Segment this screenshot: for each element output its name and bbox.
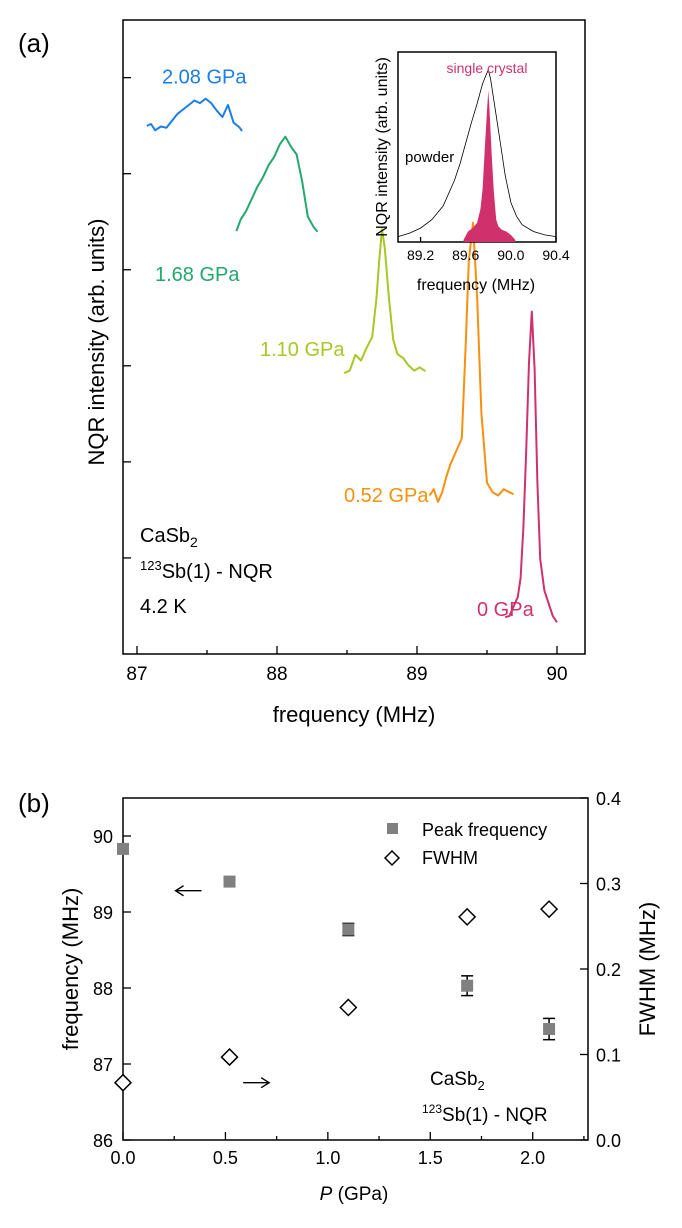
b-right-tick-label-0-3: 0.3 [596,875,621,895]
panel-a-temperature: 4.2 K [140,596,187,618]
x-tick-label-88: 88 [266,664,287,685]
spectrum-0-52-gpa [428,221,515,503]
b-x-tick-label-1-5: 1.5 [418,1148,443,1168]
fwhm-point [458,907,477,926]
panel-b-x-axis-label: P (GPa) [320,1184,389,1205]
panel-a-series-labels: 2.08 GPa 1.68 GPa 1.10 GPa 0.52 GPa 0 GPa [155,66,535,621]
peak-frequency-point [223,875,236,888]
series-label-0-52-gpa: 0.52 GPa [344,485,429,507]
b-x-tick-label-1-0: 1.0 [315,1148,340,1168]
inset-x-axis-label: frequency (MHz) [417,277,535,294]
b-left-tick-label-88: 88 [93,979,113,999]
peak-frequency-marker [543,1023,556,1036]
panel-b-frame [122,797,589,1141]
peak-frequency-point [543,1017,556,1041]
peak-frequency-marker [223,875,236,888]
fwhm-point [339,998,358,1017]
panel-b-right-y-axis-label: FWHM (MHz) [635,902,660,1036]
b-right-tick-label-0-1: 0.1 [596,1046,621,1066]
panel-b-right-y-ticks: 0.0 0.1 0.2 0.3 0.4 [580,789,621,1151]
arrow-head [260,1077,271,1089]
panel-a-isotope: 123Sb(1) - NQR [140,558,273,583]
panel-b-legend: Peak frequency FWHM [383,820,547,868]
series-label-0-gpa: 0 GPa [477,599,535,621]
legend-fwhm-label: FWHM [422,848,478,868]
panel-a-y-ticks [123,76,131,559]
b-left-tick-label-90: 90 [93,827,113,847]
panel-b-isotope: 123Sb(1) - NQR [422,1102,548,1126]
series-label-1-10-gpa: 1.10 GPa [260,339,345,361]
panel-a-y-axis-label: NQR intensity (arb. units) [84,219,109,466]
panel-a-label: (a) [18,28,50,58]
fwhm-point [113,1073,133,1092]
peak-frequency-point [342,922,355,937]
axis-arrow-right [243,1077,271,1089]
panel-a-frame [122,19,586,655]
spectrum-1-68-gpa [235,135,319,233]
panel-b-axis-arrows [174,885,271,1089]
inset-x-tick-label-90-0: 90.0 [497,247,524,263]
series-label-2-08-gpa: 2.08 GPa [162,66,247,88]
b-left-tick-label-86: 86 [93,1131,113,1151]
x-tick-label-87: 87 [126,664,147,685]
x-tick-label-90: 90 [546,664,567,685]
inset-x-tick-label-90-4: 90.4 [542,247,569,263]
legend-fwhm-marker [383,849,401,867]
panel-b-label: (b) [18,788,50,818]
axis-arrow-left [174,885,202,897]
panel-b-x-ticks: 0.0 0.5 1.0 1.5 2.0 [110,1132,585,1168]
panel-b-left-y-axis-label: frequency (MHz) [58,888,83,1051]
inset-powder-label: powder [405,149,454,166]
fwhm-point [220,1047,239,1067]
panel-b: (b) 0.0 0.5 1.0 1.5 2.0 86 87 88 89 90 0.0 0.1 0.2… [18,788,660,1205]
inset-frame [397,51,557,243]
b-x-tick-label-0-5: 0.5 [213,1148,238,1168]
panel-b-left-y-ticks: 86 87 88 89 90 [93,827,131,1151]
legend-peak-frequency-label: Peak frequency [422,820,547,840]
legend-peak-frequency-marker [387,823,398,834]
peak-frequency-marker [117,842,129,855]
panel-a-x-axis-label: frequency (MHz) [273,702,436,727]
x-tick-label-89: 89 [406,664,427,685]
panel-a-spectra [146,97,558,623]
b-x-tick-label-0-0: 0.0 [110,1148,135,1168]
arrow-head [174,885,184,897]
peak-frequency-point [117,842,129,855]
b-right-tick-label-0-4: 0.4 [596,789,621,809]
inset-single-crystal-fill [463,90,516,243]
b-right-tick-label-0-0: 0.0 [596,1131,621,1151]
peak-frequency-marker [461,979,474,992]
b-left-tick-label-89: 89 [93,903,113,923]
b-right-tick-label-0-2: 0.2 [596,960,621,980]
inset-single-crystal-label: single crystal [447,60,528,76]
panel-b-data-points [113,842,559,1092]
inset-x-tick-label-89-6: 89.6 [452,247,479,263]
inset: 89.2 89.6 90.0 90.4 single crystal powder f… [374,51,570,294]
fwhm-point [540,900,559,919]
peak-frequency-marker [342,923,355,936]
spectrum-1-10-gpa [343,228,426,375]
inset-powder-line [397,68,557,237]
inset-y-axis-label: NQR intensity (arb. units) [374,57,391,237]
series-label-1-68-gpa: 1.68 GPa [155,264,240,286]
inset-x-ticks: 89.2 89.6 90.0 90.4 [407,237,570,263]
panel-b-compound: CaSb2 [430,1069,485,1093]
b-left-tick-label-87: 87 [93,1055,113,1075]
panel-a: (a) 87 88 89 90 2.08 GPa 1.68 GPa 1.10 GPa 0.5… [18,19,586,727]
inset-x-tick-label-89-2: 89.2 [407,247,434,263]
panel-a-x-ticks: 87 88 89 90 [126,646,568,685]
peak-frequency-point [461,975,474,997]
spectrum-0-gpa [504,310,558,623]
panel-a-compound: CaSb2 [140,525,198,550]
spectrum-2-08-gpa [146,97,243,132]
b-x-tick-label-2-0: 2.0 [520,1148,545,1168]
